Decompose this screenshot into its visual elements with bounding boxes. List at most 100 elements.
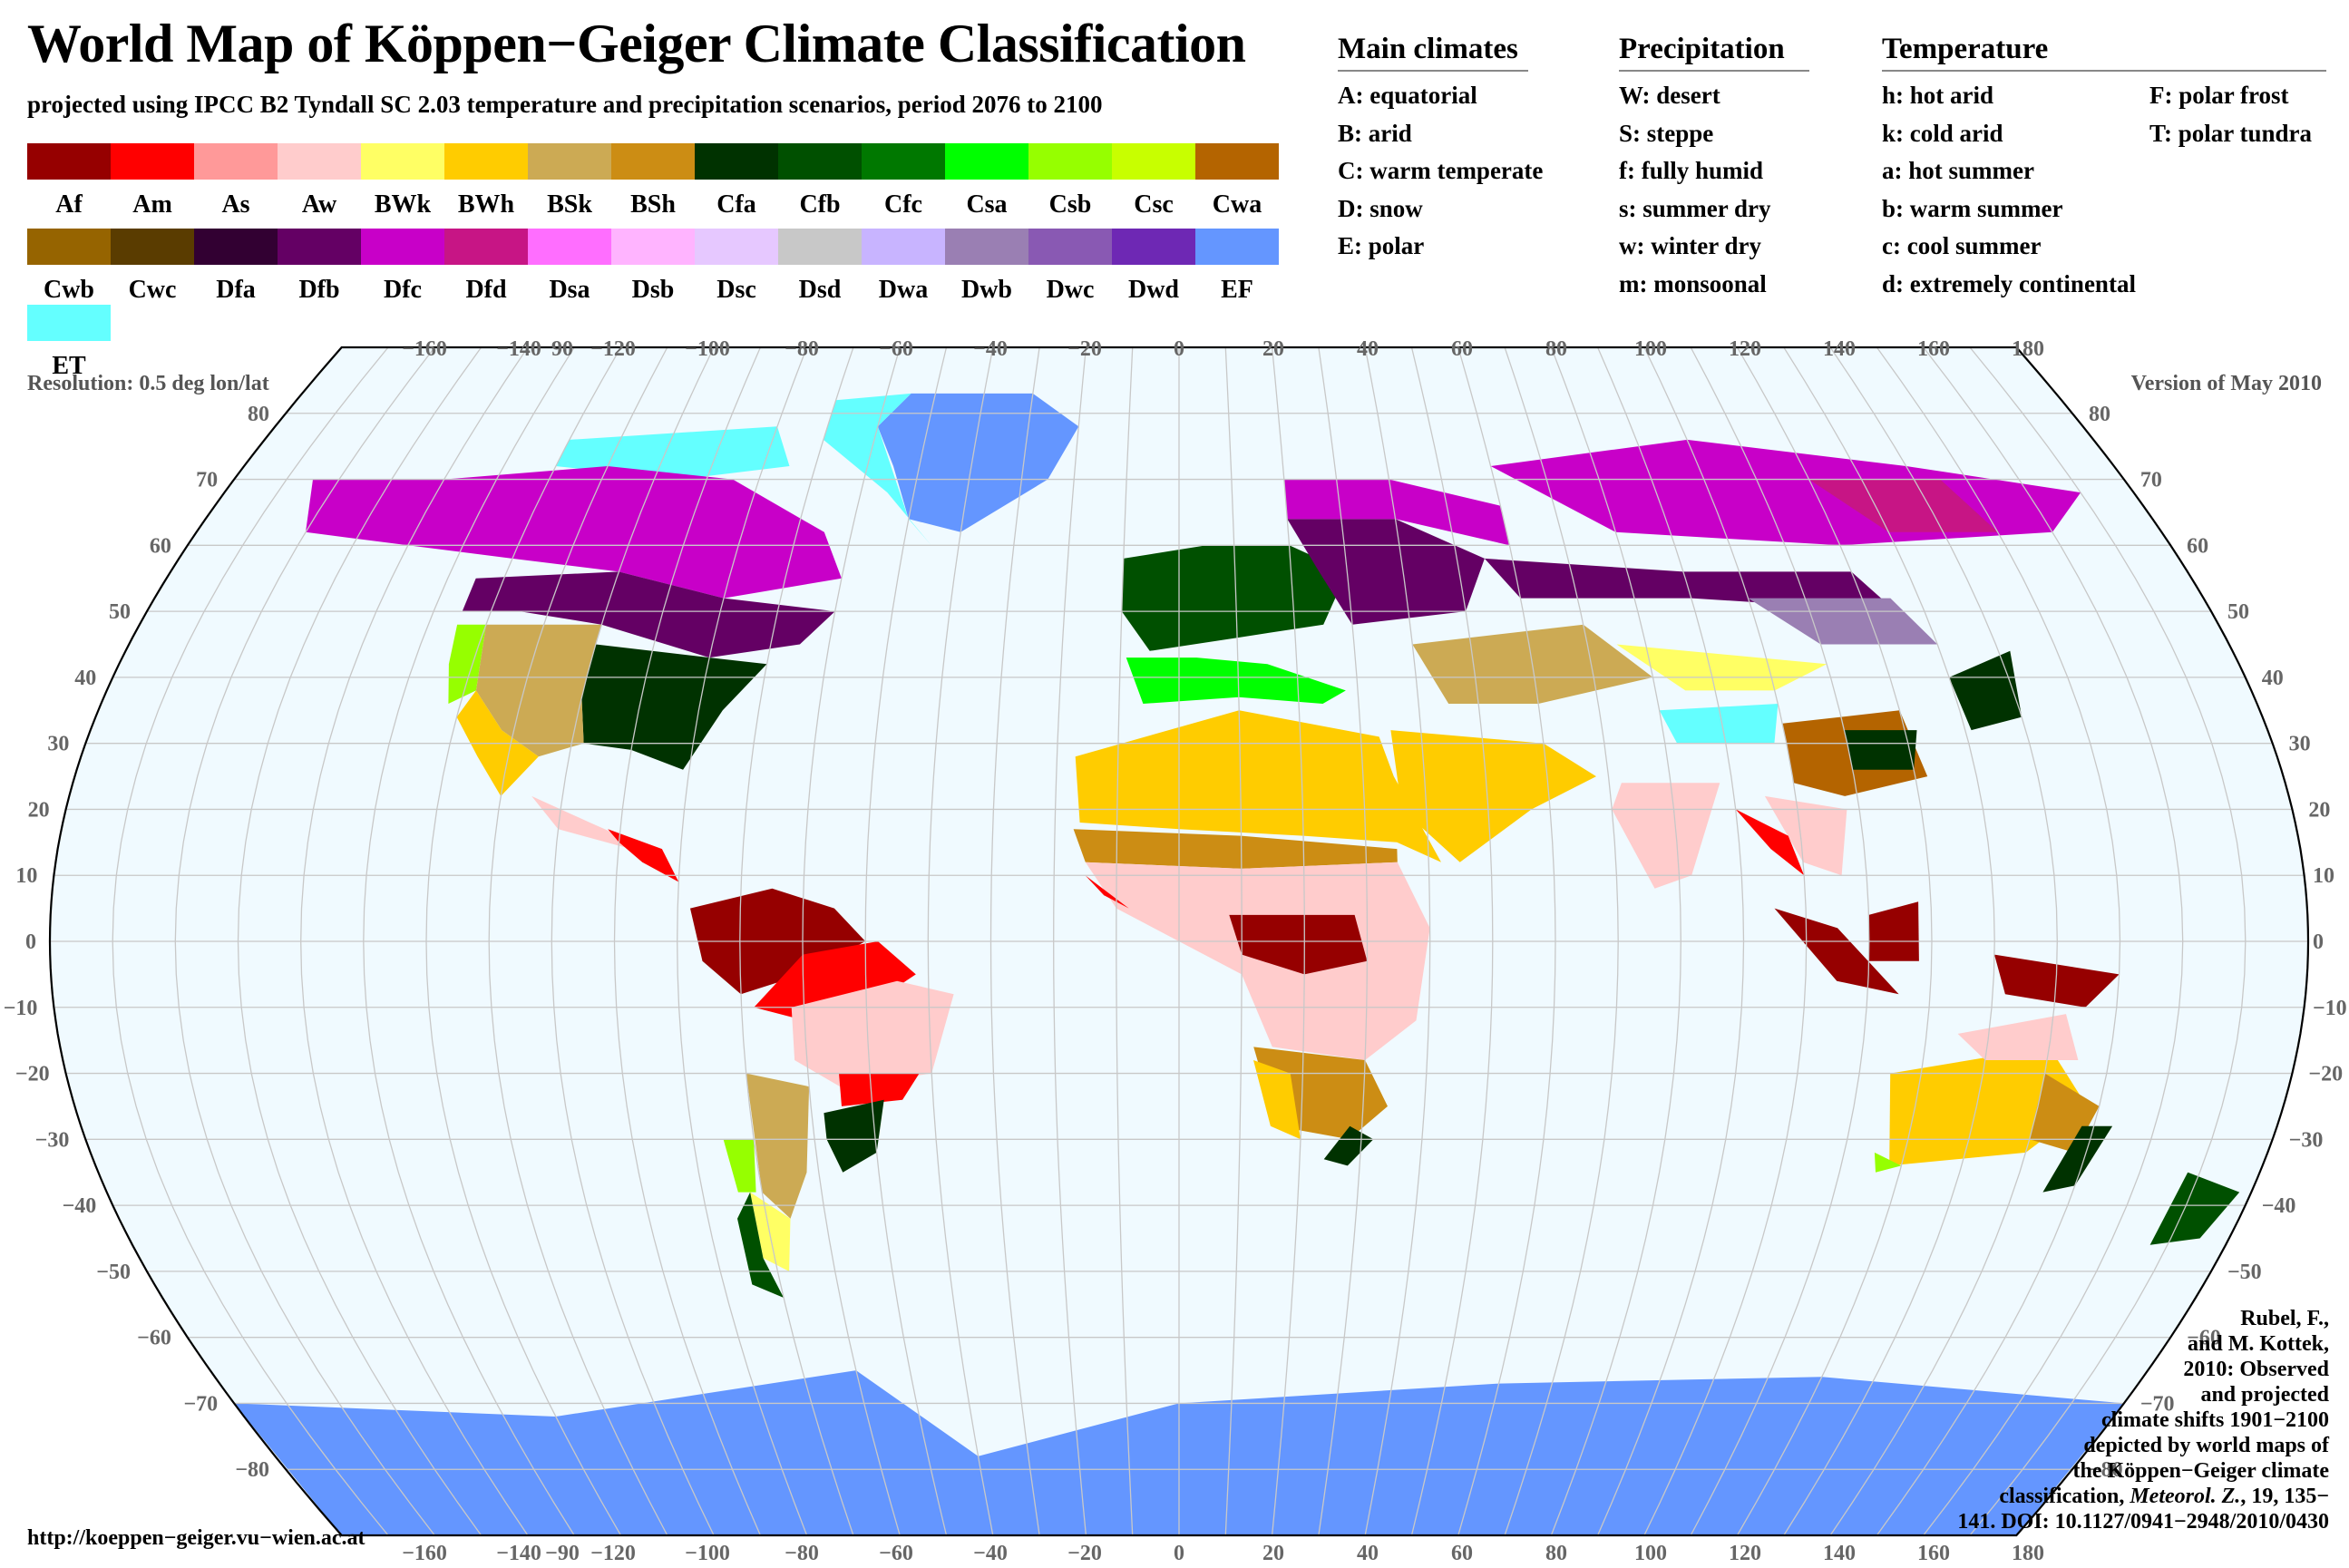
- lat-tick-right: −80: [2089, 1458, 2123, 1482]
- lon-tick-bottom: −140: [496, 1542, 541, 1565]
- climate-class-cwb: Cwb: [27, 229, 111, 305]
- lat-tick-left: −70: [183, 1392, 218, 1416]
- climate-class-aw: Aw: [278, 143, 361, 219]
- lat-tick-right: −30: [2289, 1128, 2324, 1152]
- lon-tick-bottom: 180: [2012, 1542, 2044, 1565]
- color-swatch: [778, 229, 862, 265]
- citation-line: the Köppen−Geiger climate: [2072, 1459, 2329, 1483]
- lat-tick-right: 50: [2227, 600, 2249, 624]
- lon-tick-top: 0: [1174, 337, 1184, 361]
- climate-code-label: Cwc: [128, 276, 177, 304]
- lat-tick-right: −40: [2262, 1194, 2296, 1218]
- climate-class-dwd: Dwd: [1112, 229, 1195, 305]
- legend-temp-item: c: cool summer: [1882, 232, 2042, 259]
- coordinate-labels: 90−90−160−160−140−140−120−120−100−100−80…: [4, 337, 2347, 1565]
- graticule: [50, 347, 2308, 1535]
- color-swatch: [1112, 143, 1195, 180]
- climate-class-csb: Csb: [1028, 143, 1112, 219]
- color-swatch: [27, 305, 111, 341]
- climate-code-label: Dwb: [960, 276, 1012, 304]
- climate-class-bwh: BWh: [444, 143, 528, 219]
- region-dfc: [1283, 479, 1510, 546]
- lon-tick-bottom: 140: [1823, 1542, 1856, 1565]
- region-bwh: [1253, 1060, 1301, 1140]
- source-url[interactable]: http://koeppen−geiger.vu−wien.ac.at: [27, 1526, 366, 1550]
- region-bwk: [1616, 644, 1828, 691]
- region-bwh: [1075, 710, 1441, 862]
- climate-class-as: As: [194, 143, 278, 219]
- color-swatch: [528, 229, 611, 265]
- legend-temp-item: b: warm summer: [1882, 194, 2063, 222]
- climate-class-dfa: Dfa: [194, 229, 278, 305]
- region-aw: [1085, 862, 1430, 1060]
- climate-class-csa: Csa: [945, 143, 1028, 219]
- lat-tick-right: −10: [2313, 997, 2347, 1020]
- color-swatch: [1195, 143, 1279, 180]
- region-cfa: [824, 1099, 884, 1173]
- lon-tick-bottom: 80: [1545, 1542, 1567, 1565]
- legend-precip-item: m: monsoonal: [1619, 269, 1767, 297]
- climate-code-label: BSh: [630, 190, 676, 219]
- climate-code-label: Aw: [301, 190, 337, 219]
- lon-tick-top: 160: [1917, 337, 1950, 361]
- lon-tick-top: −80: [785, 337, 819, 361]
- region-dfb: [1484, 558, 1896, 612]
- climate-class-dsd: Dsd: [778, 229, 862, 305]
- legend-precipitation: Precipitation W: desert S: steppe f: ful…: [1619, 33, 1809, 303]
- citation-line: depicted by world maps of: [2083, 1434, 2329, 1457]
- lat-tick-left: 40: [74, 667, 96, 690]
- lat-tick-left: 80: [248, 403, 269, 426]
- climate-code-label: Cfc: [884, 190, 922, 219]
- color-swatch: [1028, 143, 1112, 180]
- climate-class-legend-row-2: Cwb Cwc Dfa Dfb Dfc Dfd Dsa Dsb Dsc Dsd Dwa Dwb Dwc D…: [27, 229, 1279, 381]
- climate-class-cfb: Cfb: [778, 143, 862, 219]
- lat-tick-left: 70: [196, 469, 218, 492]
- lon-tick-bottom: 160: [1917, 1542, 1950, 1565]
- lat-tick-right: 0: [2313, 930, 2324, 954]
- region-aw: [531, 795, 679, 882]
- color-swatch: [444, 143, 528, 180]
- climate-code-label: BSk: [547, 190, 592, 219]
- lon-tick-bottom: −120: [590, 1542, 636, 1565]
- region-af: [1774, 908, 1899, 995]
- lat-tick-left: −50: [96, 1261, 131, 1284]
- region-csb: [723, 1139, 756, 1193]
- legend-temp-item: F: polar frost: [2149, 82, 2289, 109]
- citation: Rubel, F., and M. Kottek, 2010: Observed…: [1857, 1306, 2329, 1534]
- legend-main-item: E: polar: [1338, 232, 1425, 259]
- color-swatch: [778, 143, 862, 180]
- citation-line: 141. DOI: 10.1127/0941−2948/2010/0430: [1957, 1510, 2329, 1534]
- climate-class-dfb: Dfb: [278, 229, 361, 305]
- color-swatch: [278, 143, 361, 180]
- lon-tick-top: 20: [1262, 337, 1284, 361]
- climate-class-bwk: BWk: [361, 143, 444, 219]
- legend-temperature: Temperature h: hot arid k: cold arid a: …: [1882, 33, 2326, 303]
- climate-code-label: EF: [1221, 276, 1253, 304]
- citation-line: classification, Meteorol. Z., 19, 135−: [1857, 1484, 2329, 1509]
- citation-line: and projected: [2200, 1383, 2329, 1407]
- lon-tick-top: −120: [590, 337, 636, 361]
- region-aw: [1957, 1014, 2079, 1060]
- climate-code-label: Csa: [966, 190, 1008, 219]
- lon-tick-top: −160: [402, 337, 447, 361]
- legend-precip-item: w: winter dry: [1619, 232, 1761, 259]
- region-bsk: [746, 1073, 810, 1219]
- legend-temp-item: h: hot arid: [1882, 82, 1994, 109]
- lon-tick-top: −40: [973, 337, 1008, 361]
- legend-main-item: A: equatorial: [1338, 82, 1477, 109]
- lat-tick-right: −50: [2227, 1261, 2262, 1284]
- climate-class-bsh: BSh: [611, 143, 695, 219]
- lat-tick-left: −80: [235, 1458, 269, 1482]
- version-note: Version of May 2010: [2130, 372, 2322, 395]
- region-bsk: [475, 624, 602, 757]
- region-cfa: [1949, 650, 2022, 731]
- climate-code-label: Dsa: [549, 276, 590, 304]
- lat-tick-left: −60: [137, 1327, 171, 1350]
- region-am: [608, 829, 679, 882]
- region-bwh: [1390, 730, 1596, 862]
- lon-tick-bottom: 100: [1634, 1542, 1667, 1565]
- lat-tick-left: 0: [25, 930, 36, 954]
- color-swatch: [194, 229, 278, 265]
- climate-code-label: Dfc: [384, 276, 422, 304]
- climate-class-cfa: Cfa: [695, 143, 778, 219]
